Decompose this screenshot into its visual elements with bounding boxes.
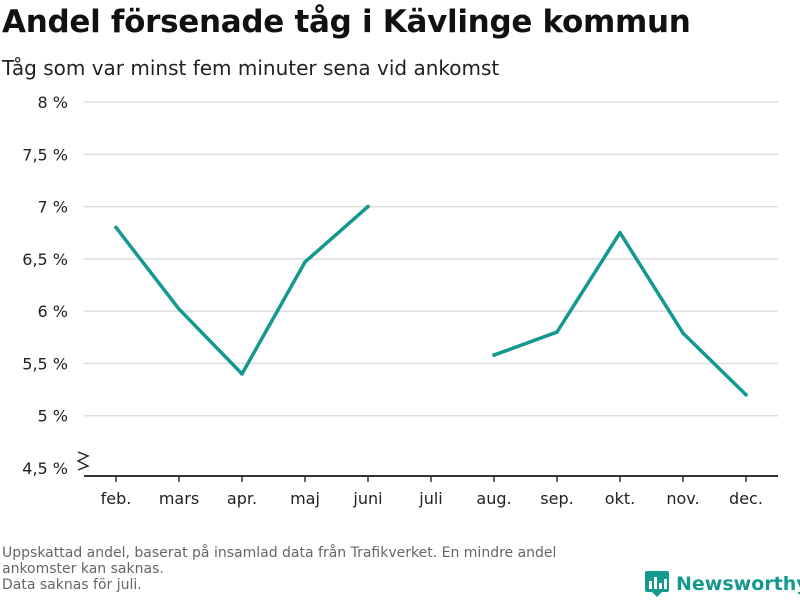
axis-break-marker [76, 451, 90, 471]
data-point [744, 393, 748, 397]
series-layer [114, 204, 748, 397]
x-tick-label: mars [159, 489, 199, 508]
y-tick-label: 7 % [38, 198, 68, 217]
y-tick-label: 6,5 % [22, 250, 68, 269]
x-tick-label: nov. [666, 489, 699, 508]
x-axis-ticks: feb. mars apr. maj juni juli aug. sep. okt. nov. d… [101, 476, 763, 508]
footnote-line-3: Data saknas för juli. [2, 577, 142, 593]
data-point [492, 353, 496, 357]
data-point [240, 372, 244, 376]
footnote-line-2: ankomster kan saknas. [2, 561, 164, 577]
data-point [681, 331, 685, 335]
x-tick-label: dec. [729, 489, 763, 508]
x-tick-label: apr. [227, 489, 257, 508]
y-tick-label: 5,5 % [22, 354, 68, 373]
brand-logo: Newsworthy [644, 570, 800, 598]
y-tick-label: 4,5 % [22, 459, 68, 478]
y-axis-ticks: 4,5 % 5 % 5,5 % 6 % 6,5 % 7 % 7,5 % 8 % [22, 93, 68, 478]
brand-name: Newsworthy [676, 573, 800, 595]
data-point [303, 260, 307, 264]
y-tick-label: 5 % [38, 407, 68, 426]
x-tick-label: feb. [101, 489, 132, 508]
series-line-segment [114, 204, 370, 376]
y-tick-label: 8 % [38, 93, 68, 112]
chart-title: Andel försenade tåg i Kävlinge kommun [2, 4, 691, 40]
data-point [114, 225, 118, 230]
data-point [555, 330, 559, 334]
footnote-line-1: Uppskattad andel, baserat på insamlad da… [2, 545, 557, 561]
data-point [618, 230, 622, 235]
footnote: Uppskattad andel, baserat på insamlad da… [2, 545, 642, 593]
data-point [366, 204, 370, 209]
x-tick-label: okt. [605, 489, 635, 508]
series-line-segment [492, 230, 748, 397]
x-tick-label: maj [290, 489, 320, 508]
chart-subtitle: Tåg som var minst fem minuter sena vid a… [2, 56, 500, 80]
y-tick-label: 7,5 % [22, 145, 68, 164]
x-tick-label: aug. [476, 489, 511, 508]
x-tick-label: juni [352, 489, 382, 508]
newsworthy-logo-icon [645, 571, 669, 597]
y-tick-label: 6 % [38, 302, 68, 321]
x-axis [76, 451, 778, 477]
data-point [177, 307, 181, 311]
grid-lines [84, 101, 778, 417]
x-tick-label: juli [418, 489, 442, 508]
line-chart: 4,5 % 5 % 5,5 % 6 % 6,5 % 7 % 7,5 % 8 % feb. mar… [22, 93, 778, 508]
x-tick-label: sep. [540, 489, 573, 508]
